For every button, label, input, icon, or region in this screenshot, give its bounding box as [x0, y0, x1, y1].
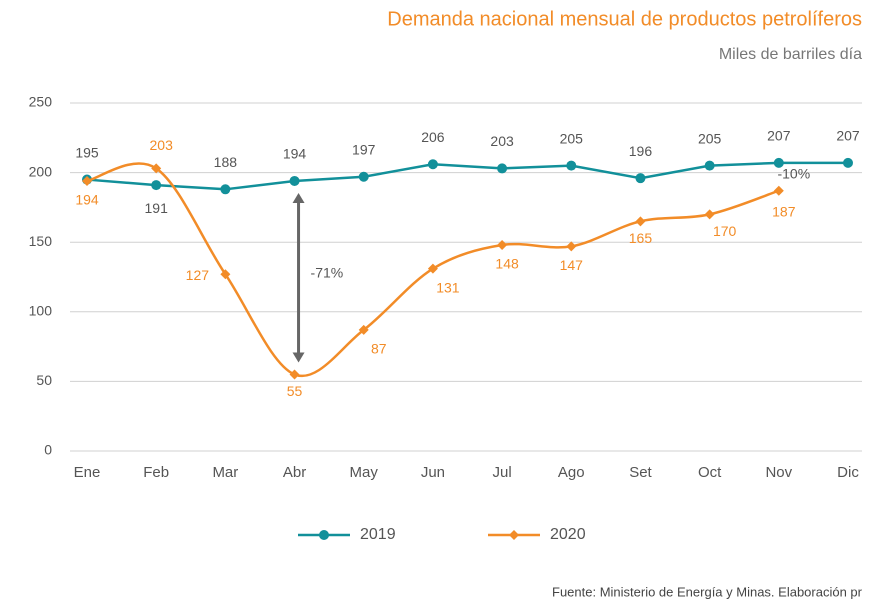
y-tick-label: 100: [29, 303, 53, 319]
legend-label: 2020: [550, 526, 586, 543]
legend-marker: [319, 530, 329, 540]
legend-label: 2019: [360, 526, 396, 543]
point: [843, 157, 853, 168]
point: [427, 263, 438, 274]
y-tick-label: 250: [29, 94, 53, 110]
data-label: 194: [283, 146, 307, 162]
point: [704, 160, 715, 171]
y-tick-label: 0: [44, 442, 52, 458]
data-label: 127: [186, 267, 210, 283]
x-tick-label: Abr: [283, 464, 306, 481]
data-label: 147: [560, 257, 584, 273]
x-tick-label: Jun: [421, 464, 445, 481]
arrow-head: [292, 352, 305, 363]
y-tick-label: 150: [29, 233, 53, 249]
source-note: Fuente: Ministerio de Energía y Minas. E…: [552, 584, 863, 599]
point: [635, 216, 646, 227]
annotation: -71%: [311, 265, 344, 281]
point: [220, 184, 231, 195]
point: [566, 160, 577, 171]
data-label: 191: [145, 200, 169, 216]
x-tick-label: Dic: [837, 464, 859, 481]
y-tick-label: 200: [29, 163, 53, 179]
point: [289, 175, 300, 186]
series-line: [86, 161, 848, 191]
x-tick-label: Ene: [74, 464, 101, 481]
point: [497, 239, 508, 250]
data-label: 188: [214, 154, 238, 170]
point: [704, 209, 715, 220]
annotation: -10%: [777, 166, 810, 182]
legend-marker: [509, 530, 519, 540]
data-label: 196: [629, 143, 653, 159]
x-tick-label: Ago: [558, 464, 585, 481]
data-label: 194: [75, 192, 99, 208]
data-label: 207: [767, 128, 791, 144]
data-label: 131: [436, 279, 460, 295]
point: [773, 157, 784, 168]
point: [151, 180, 162, 191]
data-label: 55: [287, 383, 303, 399]
data-label: 205: [698, 130, 722, 146]
data-label: 197: [352, 141, 376, 157]
x-tick-label: Jul: [492, 464, 511, 481]
point: [427, 159, 438, 170]
x-tick-label: May: [350, 464, 379, 481]
point: [82, 175, 92, 186]
series-line: [86, 162, 780, 378]
data-label: 207: [836, 128, 860, 144]
point: [289, 369, 300, 380]
data-label: 203: [150, 137, 174, 153]
y-tick-label: 50: [36, 372, 52, 388]
x-tick-label: Set: [629, 464, 652, 481]
x-tick-label: Nov: [765, 464, 792, 481]
data-label: 170: [713, 223, 737, 239]
x-tick-label: Mar: [212, 464, 238, 481]
x-tick-label: Oct: [698, 464, 722, 481]
x-tick-label: Feb: [143, 464, 169, 481]
point: [497, 163, 508, 174]
point: [358, 324, 369, 335]
chart-subtitle: Miles de barriles día: [719, 46, 862, 63]
data-label: 195: [75, 144, 99, 160]
data-label: 165: [629, 230, 653, 246]
point: [566, 241, 577, 252]
data-label: 187: [772, 203, 796, 219]
chart-title: Demanda nacional mensual de productos pe…: [387, 8, 862, 30]
point: [358, 171, 369, 182]
point: [773, 185, 784, 196]
data-label: 148: [495, 256, 519, 272]
data-label: 87: [371, 341, 387, 357]
point: [635, 173, 646, 184]
data-label: 206: [421, 129, 445, 145]
arrow-head: [292, 192, 305, 203]
point: [220, 269, 231, 280]
point: [151, 163, 162, 174]
data-label: 203: [490, 133, 514, 149]
data-label: 205: [560, 130, 584, 146]
